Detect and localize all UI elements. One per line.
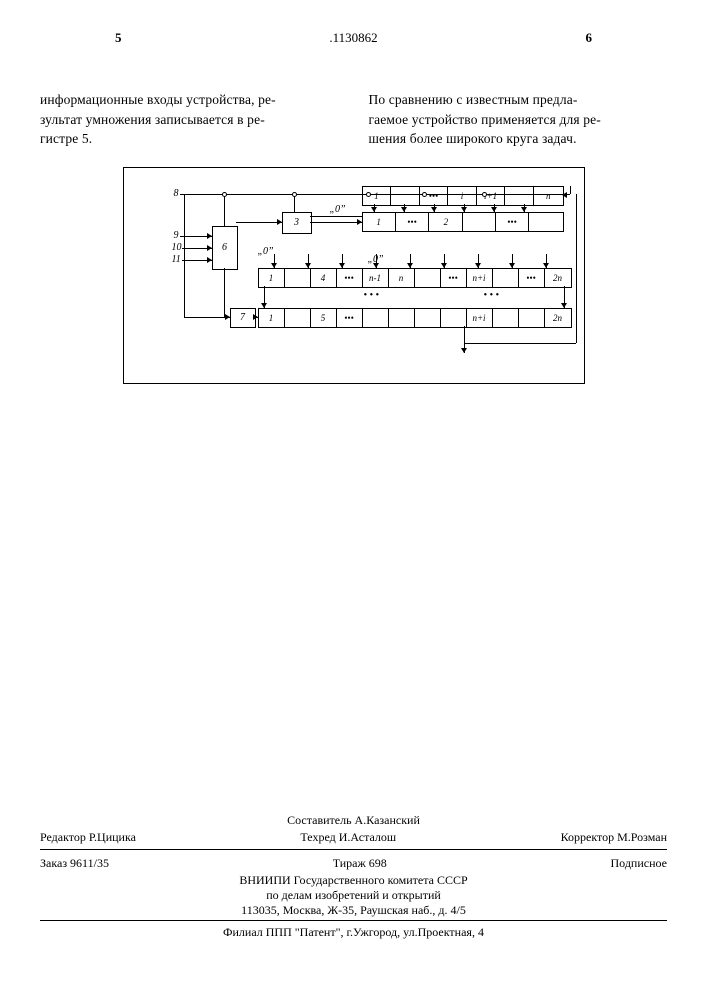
diagram-container: 1•••ii+1n1•••2•••36714•••n-1n•••n+i•••2n… bbox=[40, 167, 667, 384]
address: 113035, Москва, Ж-35, Раушская наб., д. … bbox=[40, 903, 667, 918]
page-num-right: 6 bbox=[586, 30, 593, 46]
compiler-line: Составитель А.Казанский bbox=[40, 813, 667, 828]
block-6: 6 bbox=[212, 226, 238, 270]
right-column: По сравнению с известным предла- гаемое … bbox=[369, 90, 668, 149]
pin-9: 9 bbox=[174, 230, 179, 241]
credits-row: Редактор Р.Цицика Техред И.Асталош Корре… bbox=[40, 828, 667, 847]
org-line-2: по делам изобретений и открытий bbox=[40, 888, 667, 903]
zero-label-1: „0” bbox=[258, 246, 274, 257]
pin-8: 8 bbox=[174, 188, 179, 199]
editor: Редактор Р.Цицика bbox=[40, 830, 136, 845]
dots-mid: • • • bbox=[364, 290, 380, 301]
register-4: 14•••n-1n•••n+i•••2n bbox=[258, 268, 572, 288]
register-2-right: ••• bbox=[462, 212, 564, 232]
pin-11: 11 bbox=[172, 254, 181, 265]
block-3: 3 bbox=[282, 212, 312, 234]
imprint-footer: Составитель А.Казанский Редактор Р.Цицик… bbox=[40, 813, 667, 940]
order-num: Заказ 9611/35 bbox=[40, 856, 109, 871]
dots-mid-2: • • • bbox=[484, 290, 500, 301]
register-2-left: 1•••2 bbox=[362, 212, 464, 232]
divider-2 bbox=[40, 920, 667, 921]
register-1: 1•••ii+1n bbox=[362, 186, 564, 206]
body-columns: информационные входы устройства, ре- зул… bbox=[40, 90, 667, 149]
pin-10: 10 bbox=[172, 242, 182, 253]
left-column: информационные входы устройства, ре- зул… bbox=[40, 90, 339, 149]
corrector: Корректор М.Розман bbox=[561, 830, 667, 845]
register-5: 15•••n+i2n bbox=[258, 308, 572, 328]
zero-label-0: „0” bbox=[330, 204, 346, 215]
subscription: Подписное bbox=[611, 856, 668, 871]
print-row: Заказ 9611/35 Тираж 698 Подписное bbox=[40, 854, 667, 873]
doc-number: .1130862 bbox=[40, 30, 667, 46]
circulation: Тираж 698 bbox=[333, 856, 387, 871]
branch-line: Филиал ППП "Патент", г.Ужгород, ул.Проек… bbox=[40, 925, 667, 940]
tech-editor: Техред И.Асталош bbox=[300, 830, 396, 845]
org-line-1: ВНИИПИ Государственного комитета СССР bbox=[40, 873, 667, 888]
divider bbox=[40, 849, 667, 850]
block-diagram: 1•••ii+1n1•••2•••36714•••n-1n•••n+i•••2n… bbox=[123, 167, 585, 384]
page-header: 5 .1130862 6 bbox=[40, 30, 667, 90]
